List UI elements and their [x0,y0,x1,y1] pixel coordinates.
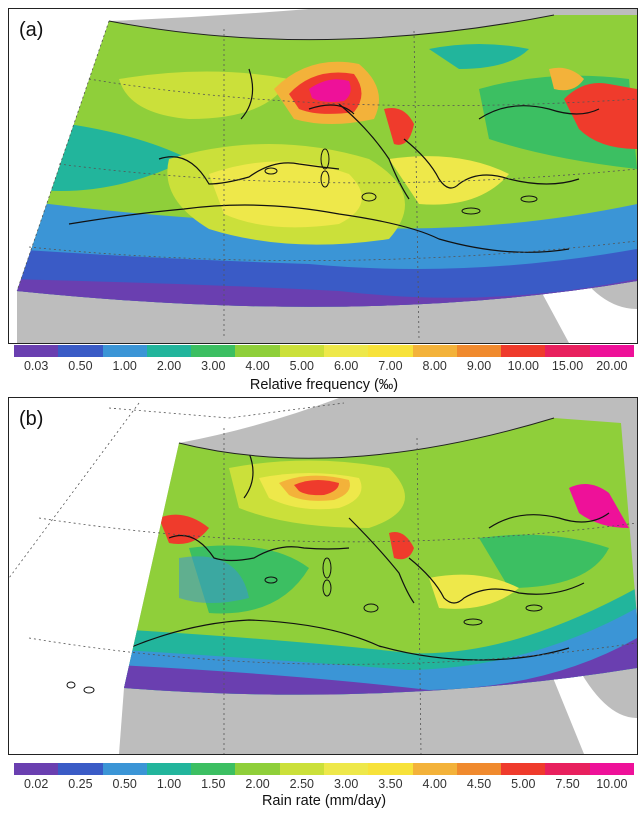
islands-a [264,148,538,215]
colorbar-b-swatch [235,763,280,775]
colorbar-b-tick-label: 5.00 [511,777,536,791]
colorbar-b-tick-label: 7.50 [555,777,580,791]
colorbar-b-tick-label: 3.50 [378,777,403,791]
colorbar-a-tick-label: 8.00 [422,359,447,373]
colorbar-b-swatch [545,763,590,775]
colorbar-b-tick-label: 2.50 [289,777,315,791]
map-a [9,9,637,343]
colorbar-a-tick-label: 6.00 [333,359,359,373]
colorbar-a-swatch [589,345,634,357]
islands-b [66,557,543,694]
colorbar-a-swatch [102,345,147,357]
colorbar-a-tick-label: 2.00 [156,359,182,373]
colorbar-a-swatch [368,345,413,357]
colorbar-b-tick-label: 3.00 [333,777,359,791]
coastlines-b [128,452,610,661]
colorbar-a-swatch [14,345,59,357]
coastlines-a [68,68,600,253]
map-b [9,398,637,754]
map-panel-b: (b) [8,397,638,755]
outside-domain-white-b [9,398,339,754]
colorbar-b-tick-label: 2.00 [245,777,270,791]
colorbar-b-ticks: 0.02 0.25 0.50 1.00 1.50 2.00 2.50 3.00 3.50 4.00… [14,777,634,793]
colorbar-a-tick-label: 5.00 [289,359,315,373]
colorbar-a-tick-label: 1.00 [112,359,137,373]
colorbar-a-swatch [456,345,502,357]
colorbar-b-strip [14,763,634,775]
colorbar-b-swatch [102,763,147,775]
graticule-b [9,402,637,754]
panel-label-b: (b) [19,408,44,430]
colorbar-a-swatch [58,345,103,357]
data-field-b [124,418,637,695]
colorbar-b-title: Rain rate (mm/day) [261,793,387,809]
colorbar-a-swatch [412,345,457,357]
colorbar-b-swatch [58,763,103,775]
colorbar-b-swatch [14,763,59,775]
colorbar-a-tick-label: 20.00 [596,359,628,373]
colorbar-a-tick-label: 0.50 [68,359,93,373]
colorbar-b-tick-label: 10.00 [596,777,628,791]
data-field-a [17,15,637,307]
colorbar-b-tick-label: 4.00 [422,777,447,791]
colorbar-b-tick-label: 1.50 [201,777,226,791]
colorbar-a-swatch [501,345,546,357]
colorbar-b-tick-label: 0.02 [23,777,49,791]
colorbar-b-swatch [323,763,369,775]
colorbar-a-swatch [279,345,324,357]
colorbar-b-swatch [368,763,413,775]
colorbar-a-swatch [323,345,369,357]
colorbar-a-swatch [545,345,590,357]
colorbar-a-tick-label: 10.00 [507,359,539,373]
red-sea-white-b [549,660,637,754]
colorbar-b-swatch [456,763,502,775]
colorbar-b-tick-label: 0.25 [68,777,93,791]
colorbar-b-swatch [589,763,634,775]
colorbar-a-tick-label: 0.03 [23,359,49,373]
colorbar-a-strip [14,345,634,357]
colorbar-a-tick-label: 4.00 [245,359,270,373]
colorbar-b-tick-label: 4.50 [466,777,492,791]
colorbar-a-swatch [191,345,236,357]
colorbar-b-swatch [191,763,236,775]
panel-label-a: (a) [19,19,44,41]
colorbar-b-tick-label: 0.50 [112,777,137,791]
colorbar-a-title: Relative frequency (‰) [249,377,399,393]
outside-domain-white [9,9,109,343]
colorbar-b-swatch [501,763,546,775]
colorbar-a-swatch [146,345,192,357]
colorbar-a-swatch [235,345,280,357]
colorbar-b-tick-label: 1.00 [156,777,182,791]
colorbar-a-tick-label: 9.00 [466,359,492,373]
colorbar-a-ticks: 0.03 0.50 1.00 2.00 3.00 4.00 5.00 6.00 7.00 8.00… [14,359,634,375]
colorbar-a-tick-label: 3.00 [201,359,226,373]
colorbar-a-tick-label: 7.00 [378,359,403,373]
colorbar-b-swatch [279,763,324,775]
map-panel-a: (a) [8,8,638,344]
graticule-a [16,20,637,340]
colorbar-a-tick-label: 15.00 [551,359,584,373]
colorbar-b-swatch [146,763,192,775]
colorbar-b-swatch [412,763,457,775]
